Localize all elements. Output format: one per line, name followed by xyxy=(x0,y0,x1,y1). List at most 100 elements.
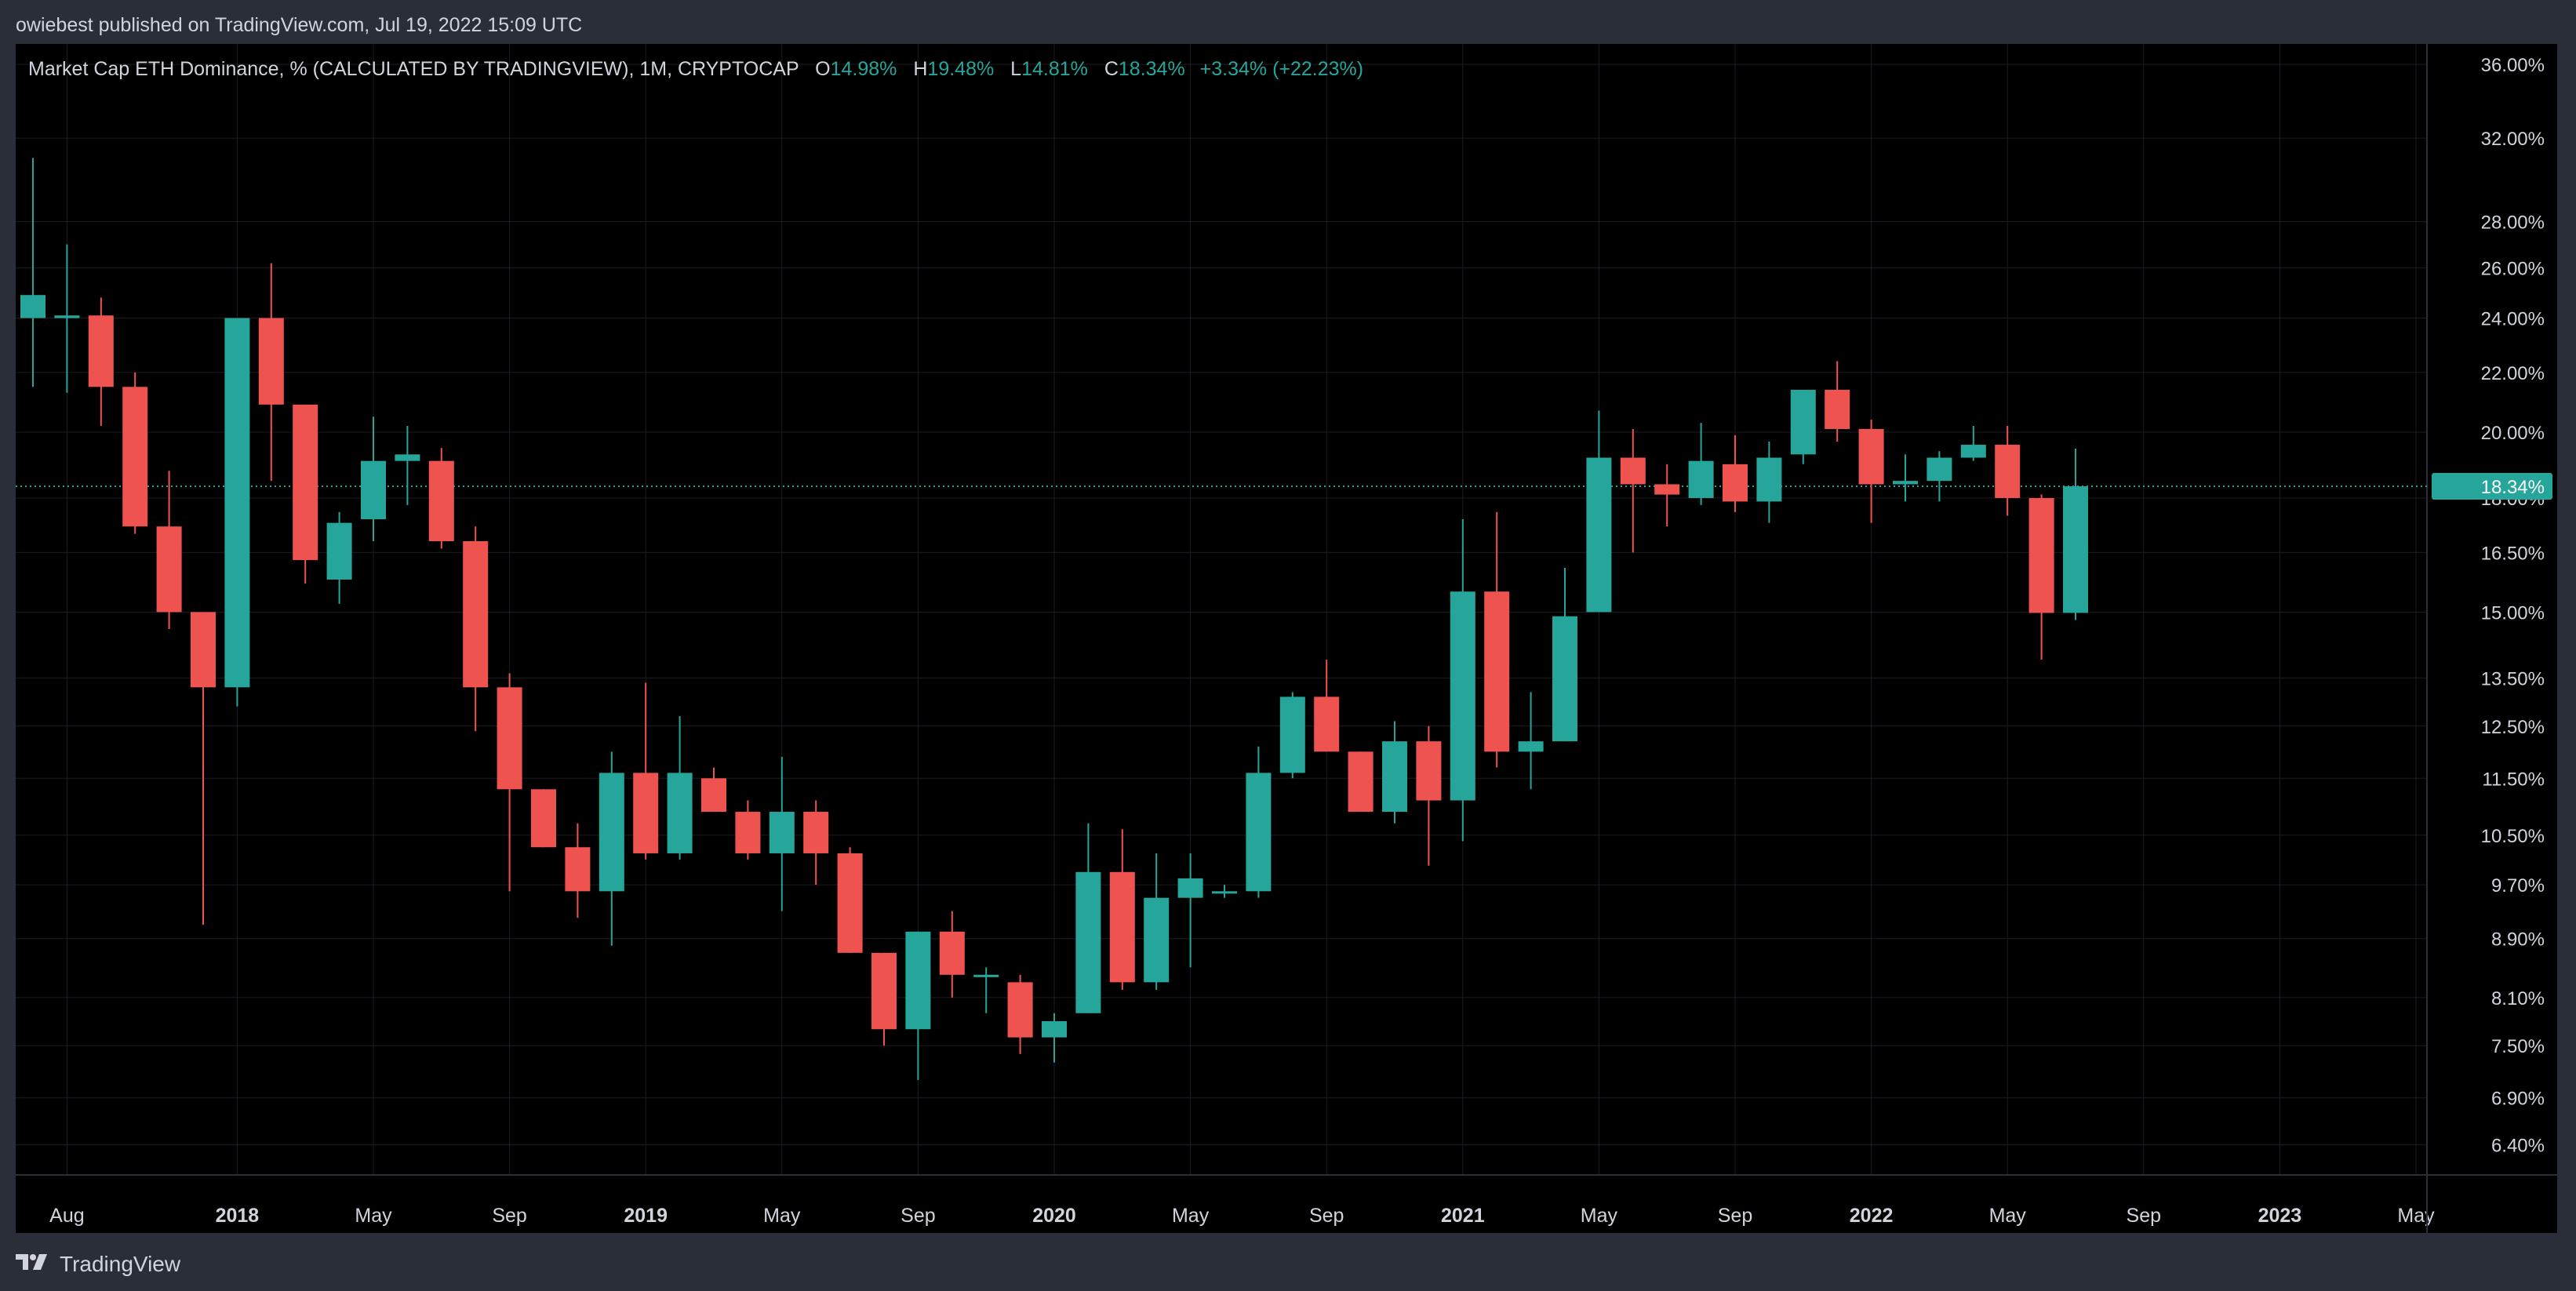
candle-body xyxy=(1484,591,1510,752)
candle-body xyxy=(1586,457,1612,613)
x-tick-label: Sep xyxy=(1718,1205,1752,1227)
x-tick-label: May xyxy=(2397,1205,2435,1227)
candle-body xyxy=(735,812,761,853)
x-tick-label: 2019 xyxy=(624,1205,668,1227)
y-tick-label: 10.50% xyxy=(2481,826,2545,847)
candle-body xyxy=(395,454,420,461)
candle-body xyxy=(531,789,556,848)
candle-body xyxy=(88,315,114,387)
y-tick-label: 8.10% xyxy=(2491,988,2545,1009)
candle-body xyxy=(293,404,318,561)
candle-body xyxy=(769,812,795,853)
y-tick-label: 7.50% xyxy=(2491,1036,2545,1057)
change-value: +3.34% (+22.23%) xyxy=(1199,58,1364,80)
candle-body xyxy=(1144,897,1170,983)
candle-body xyxy=(463,541,489,688)
x-tick-label: May xyxy=(1172,1205,1210,1227)
candle-body xyxy=(1177,878,1203,898)
y-tick-label: 9.70% xyxy=(2491,875,2545,896)
y-tick-label: 11.50% xyxy=(2482,769,2545,790)
candle-body xyxy=(599,773,624,892)
x-tick-label: Sep xyxy=(1309,1205,1344,1227)
x-tick-label: 2023 xyxy=(2258,1205,2302,1227)
y-tick-label: 6.90% xyxy=(2491,1089,2545,1110)
candle-body xyxy=(224,318,250,688)
y-tick-label: 26.00% xyxy=(2481,259,2545,280)
x-tick-label: Aug xyxy=(49,1205,84,1227)
x-tick-label: Sep xyxy=(901,1205,935,1227)
candle-body xyxy=(1518,741,1544,752)
x-tick-label: 2018 xyxy=(216,1205,260,1227)
candle-body xyxy=(1654,484,1680,495)
tradingview-logo-icon xyxy=(16,1250,50,1278)
brand-label: TradingView xyxy=(60,1252,181,1276)
candle-body xyxy=(871,952,897,1030)
candle-body xyxy=(1723,464,1748,502)
candle-body xyxy=(326,522,352,580)
candle-body xyxy=(1756,457,1782,502)
candle-body xyxy=(1825,389,1850,429)
candle-body xyxy=(1688,460,1714,498)
candle-body xyxy=(1893,481,1918,485)
chart-legend: Market Cap ETH Dominance, % (CALCULATED … xyxy=(28,53,1363,85)
open-value: 14.98% xyxy=(830,58,897,80)
x-tick-label: May xyxy=(1581,1205,1618,1227)
candle-body xyxy=(1007,982,1033,1038)
candle-body xyxy=(633,773,659,853)
low-label: L xyxy=(1010,58,1022,80)
candle-body xyxy=(428,460,454,542)
candle-body xyxy=(191,612,216,688)
candle-body xyxy=(122,387,148,527)
y-tick-label: 13.50% xyxy=(2481,668,2545,689)
x-tick-label: 2021 xyxy=(1441,1205,1485,1227)
candle-body xyxy=(156,526,182,613)
candle-body xyxy=(1246,773,1272,892)
high-value: 19.48% xyxy=(927,58,995,80)
y-tick-label: 28.00% xyxy=(2481,213,2545,234)
candle-body xyxy=(258,318,284,405)
candle-body xyxy=(20,295,45,318)
close-label: C xyxy=(1104,58,1119,80)
open-label: O xyxy=(815,58,831,80)
candlestick-chart[interactable]: 36.00% 32.00% 28.00% 26.00% 24.00% 22.00% 20.0… xyxy=(16,44,2557,1233)
candle-body xyxy=(1348,751,1374,813)
y-tick-label: 24.00% xyxy=(2481,309,2545,330)
candle-body xyxy=(1450,591,1475,801)
close-value: 18.34% xyxy=(1118,58,1185,80)
y-tick-label: 20.00% xyxy=(2481,423,2545,444)
candle-body xyxy=(803,812,829,853)
candle-body xyxy=(1212,891,1237,894)
x-tick-label: May xyxy=(355,1205,392,1227)
candle-body xyxy=(565,847,591,892)
candle-body xyxy=(1858,428,1884,485)
chart-area[interactable]: 36.00% 32.00% 28.00% 26.00% 24.00% 22.00% 20.0… xyxy=(16,44,2557,1233)
candle-body xyxy=(1960,445,1986,458)
candle-body xyxy=(1042,1020,1067,1038)
candle-body xyxy=(837,853,863,953)
low-value: 14.81% xyxy=(1021,58,1088,80)
y-tick-label: 8.90% xyxy=(2491,929,2545,951)
x-tick-label: May xyxy=(763,1205,801,1227)
tradingview-brand[interactable]: TradingView xyxy=(16,1250,180,1278)
candle-body xyxy=(1790,389,1816,455)
candle-body xyxy=(701,778,726,813)
candle-body xyxy=(1279,696,1305,773)
y-tick-label: 16.50% xyxy=(2481,543,2545,564)
y-tick-label: 6.40% xyxy=(2491,1136,2545,1157)
symbol-title: Market Cap ETH Dominance, % (CALCULATED … xyxy=(28,58,799,80)
y-tick-label: 36.00% xyxy=(2481,55,2545,76)
last-price-badge xyxy=(2432,473,2552,500)
candle-body xyxy=(1995,445,2021,498)
y-tick-label: 22.00% xyxy=(2481,363,2545,384)
last-price-label: 18.34% xyxy=(2481,477,2545,498)
x-tick-label: 2020 xyxy=(1032,1205,1076,1227)
candle-body xyxy=(939,931,965,975)
candle-body xyxy=(2063,486,2088,613)
y-tick-label: 15.00% xyxy=(2481,602,2545,624)
candle-body xyxy=(1075,871,1101,1013)
x-tick-label: Sep xyxy=(492,1205,526,1227)
candle-body xyxy=(1927,457,1952,482)
x-tick-label: Sep xyxy=(2127,1205,2161,1227)
y-tick-label: 32.00% xyxy=(2481,129,2545,150)
candle-body xyxy=(361,460,386,520)
